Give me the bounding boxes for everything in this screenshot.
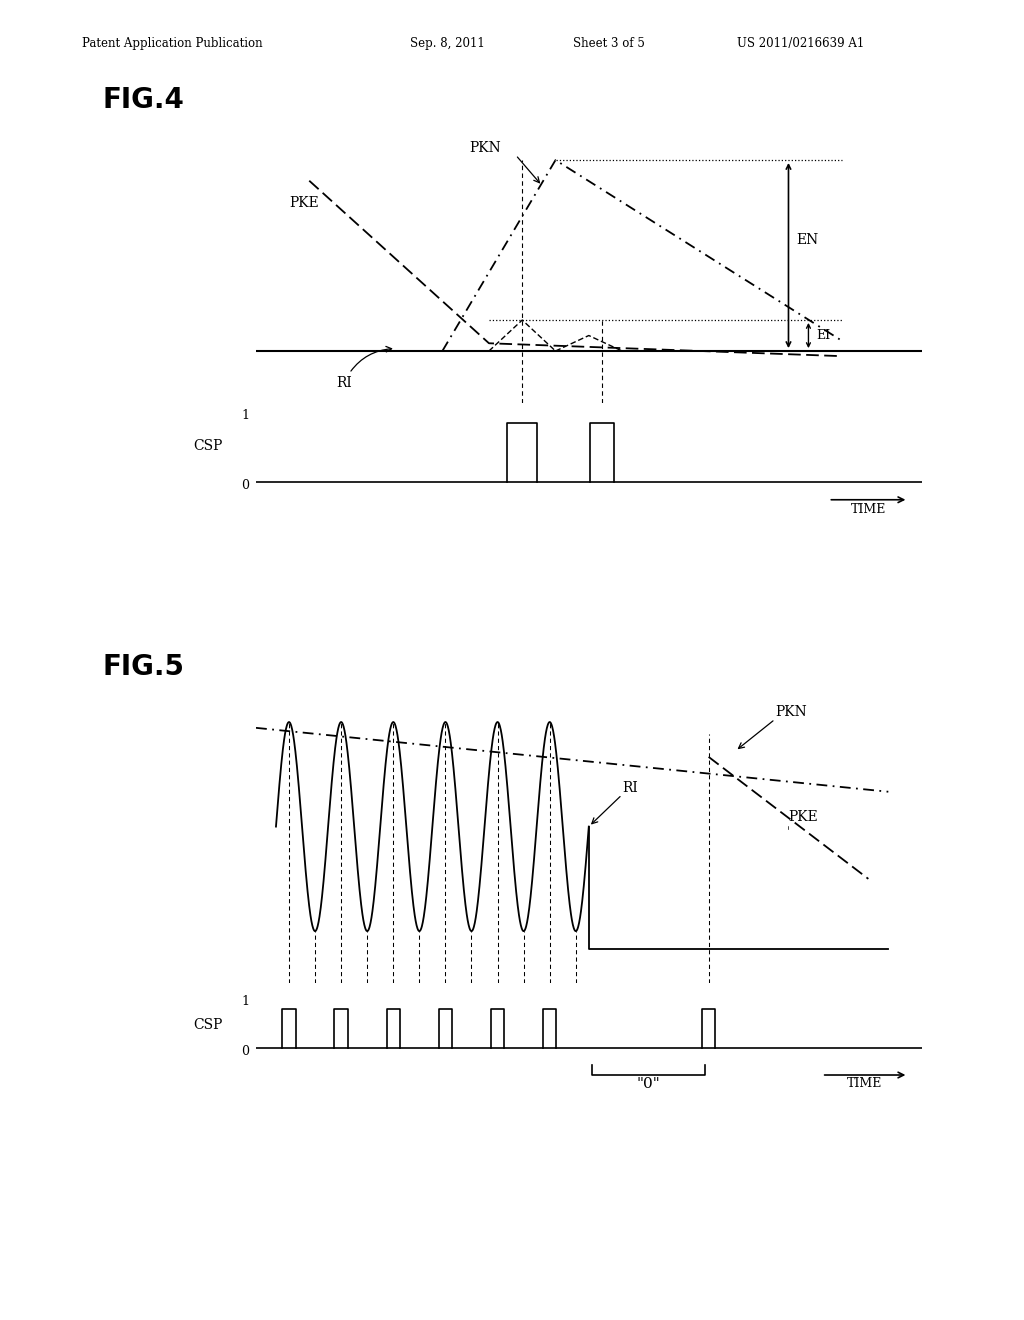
Text: 0: 0 (242, 479, 250, 491)
Text: RI: RI (623, 780, 638, 795)
Text: CSP: CSP (194, 1018, 223, 1031)
Text: PKN: PKN (775, 705, 807, 719)
Text: "0": "0" (637, 1077, 660, 1092)
Text: FIG.5: FIG.5 (102, 653, 184, 681)
Text: EN: EN (797, 234, 819, 247)
Text: EI: EI (816, 329, 830, 342)
Text: TIME: TIME (847, 1077, 883, 1089)
Text: CSP: CSP (194, 440, 223, 453)
Text: RI: RI (336, 346, 391, 391)
Text: PKE: PKE (289, 195, 319, 210)
Text: 1: 1 (242, 995, 250, 1008)
Text: 1: 1 (242, 409, 250, 422)
Text: Sheet 3 of 5: Sheet 3 of 5 (573, 37, 645, 50)
Text: 0: 0 (242, 1045, 250, 1059)
Text: Patent Application Publication: Patent Application Publication (82, 37, 262, 50)
Text: Sep. 8, 2011: Sep. 8, 2011 (410, 37, 484, 50)
Text: TIME: TIME (851, 503, 886, 516)
Text: FIG.4: FIG.4 (102, 86, 184, 114)
Text: US 2011/0216639 A1: US 2011/0216639 A1 (737, 37, 864, 50)
Text: PKN: PKN (469, 141, 501, 156)
Text: PKE: PKE (788, 809, 818, 824)
